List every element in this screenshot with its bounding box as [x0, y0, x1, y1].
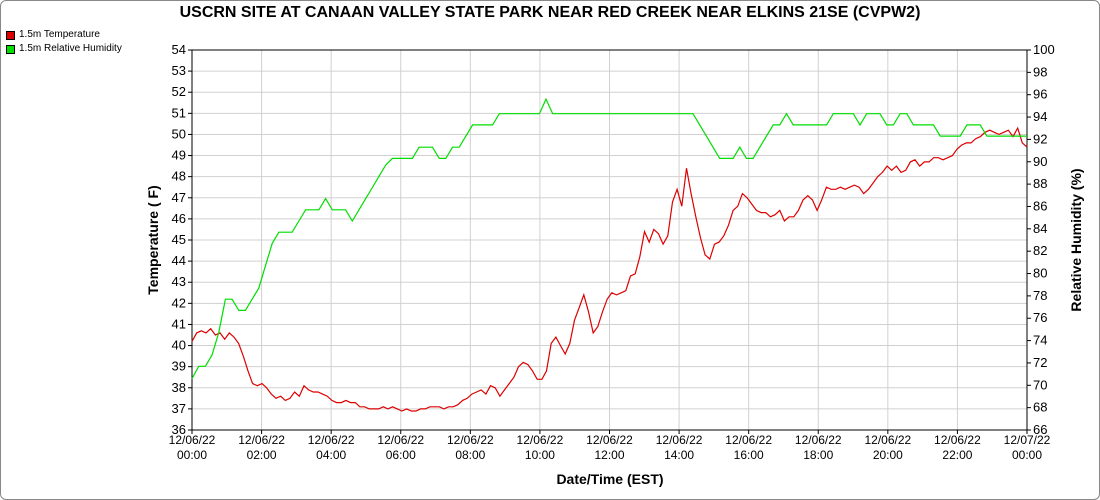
y-tick-label: 50	[172, 126, 186, 141]
y2-tick-label: 76	[1033, 310, 1047, 325]
y-tick-label: 52	[172, 84, 186, 99]
y-axis-label: Temperature ( F)	[145, 185, 161, 294]
x-tick-date: 12/06/22	[447, 433, 494, 447]
x-tick-date: 12/06/22	[795, 433, 842, 447]
y-tick-label: 43	[172, 274, 186, 289]
y2-tick-label: 96	[1033, 87, 1047, 102]
y-tick-label: 38	[172, 380, 186, 395]
y-tick-label: 47	[172, 190, 186, 205]
y-tick-label: 54	[172, 42, 186, 57]
y2-tick-label: 84	[1033, 221, 1047, 236]
x-tick-time: 00:00	[177, 448, 207, 462]
y-tick-label: 45	[172, 232, 186, 247]
y-tick-label: 51	[172, 105, 186, 120]
x-tick-date: 12/06/22	[169, 433, 216, 447]
x-tick-time: 06:00	[386, 448, 416, 462]
x-axis-label: Date/Time (EST)	[556, 471, 663, 487]
x-tick-time: 08:00	[455, 448, 485, 462]
legend-swatch-temperature	[6, 30, 15, 40]
x-tick-date: 12/06/22	[656, 433, 703, 447]
y2-tick-label: 74	[1033, 333, 1047, 348]
y2-tick-label: 68	[1033, 400, 1047, 415]
y-tick-label: 44	[172, 253, 186, 268]
y2-tick-label: 88	[1033, 176, 1047, 191]
y-tick-label: 37	[172, 401, 186, 416]
x-tick-date: 12/07/22	[1004, 433, 1051, 447]
legend-item-temperature: 1.5m Temperature	[6, 28, 122, 42]
y-tick-label: 41	[172, 316, 186, 331]
y2-tick-label: 94	[1033, 109, 1047, 124]
x-tick-time: 20:00	[873, 448, 903, 462]
grid-lines	[192, 50, 1027, 430]
y-tick-label: 53	[172, 63, 186, 78]
y2-axis-label: Relative Humidity (%)	[1068, 168, 1084, 311]
y2-tick-label: 86	[1033, 198, 1047, 213]
x-tick-time: 02:00	[247, 448, 277, 462]
y2-tick-label: 72	[1033, 355, 1047, 370]
legend-swatch-humidity	[6, 44, 15, 54]
x-tick-time: 10:00	[525, 448, 555, 462]
x-tick-date: 12/06/22	[864, 433, 911, 447]
y2-tick-label: 90	[1033, 154, 1047, 169]
y2-tick-label: 82	[1033, 243, 1047, 258]
y-tick-label: 48	[172, 169, 186, 184]
x-tick-date: 12/06/22	[517, 433, 564, 447]
y2-tick-label: 100	[1033, 42, 1055, 57]
axis-ticks: 12/06/2200:0012/06/2202:0012/06/2204:001…	[169, 42, 1055, 462]
x-tick-time: 00:00	[1012, 448, 1042, 462]
x-tick-date: 12/06/22	[934, 433, 981, 447]
temperature-line	[191, 126, 1028, 412]
x-tick-time: 18:00	[803, 448, 833, 462]
y2-tick-label: 98	[1033, 64, 1047, 79]
y2-tick-label: 80	[1033, 266, 1047, 281]
legend-label-humidity: 1.5m Relative Humidity	[19, 43, 122, 54]
x-tick-time: 22:00	[942, 448, 972, 462]
y-tick-label: 39	[172, 359, 186, 374]
x-tick-time: 04:00	[316, 448, 346, 462]
humidity-line	[191, 97, 1027, 379]
x-tick-date: 12/06/22	[586, 433, 633, 447]
x-tick-time: 12:00	[594, 448, 624, 462]
y-tick-label: 46	[172, 211, 186, 226]
x-tick-date: 12/06/22	[377, 433, 424, 447]
x-tick-date: 12/06/22	[725, 433, 772, 447]
y2-tick-label: 92	[1033, 131, 1047, 146]
legend-item-humidity: 1.5m Relative Humidity	[6, 42, 122, 56]
y-tick-label: 42	[172, 295, 186, 310]
chart-title: USCRN SITE AT CANAAN VALLEY STATE PARK N…	[179, 4, 921, 21]
legend: 1.5m Temperature 1.5m Relative Humidity	[6, 28, 122, 56]
y2-tick-label: 70	[1033, 377, 1047, 392]
x-tick-date: 12/06/22	[308, 433, 355, 447]
x-tick-date: 12/06/22	[238, 433, 285, 447]
legend-label-temperature: 1.5m Temperature	[19, 29, 100, 40]
y2-tick-label: 78	[1033, 288, 1047, 303]
y-tick-label: 40	[172, 338, 186, 353]
y-tick-label: 36	[172, 422, 186, 437]
series-lines	[191, 97, 1028, 412]
x-tick-time: 14:00	[664, 448, 694, 462]
y2-tick-label: 66	[1033, 422, 1047, 437]
y-tick-label: 49	[172, 148, 186, 163]
x-tick-time: 16:00	[734, 448, 764, 462]
